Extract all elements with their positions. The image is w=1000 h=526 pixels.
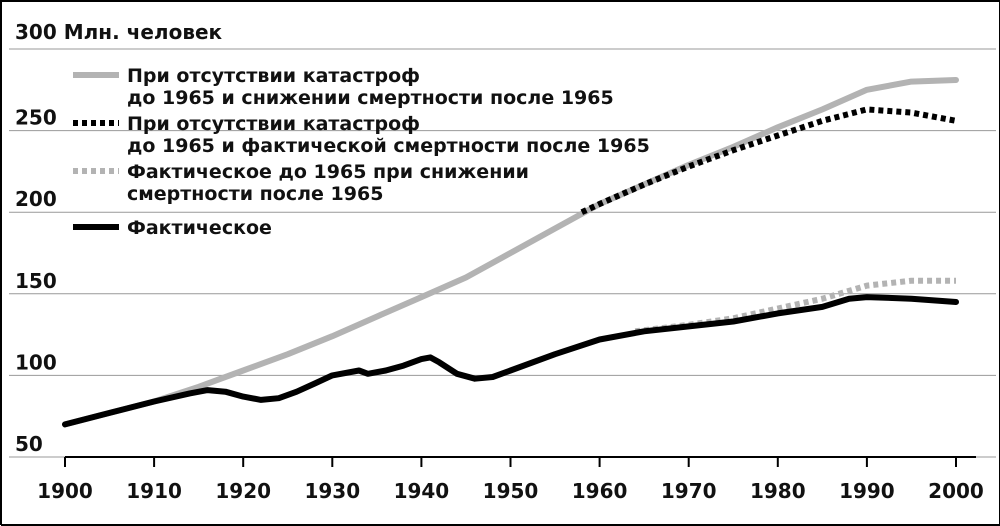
x-tick-label-1980: 1980 bbox=[750, 479, 806, 503]
legend-label-2-line-1: При отсутствии катастроф bbox=[127, 113, 420, 135]
y-axis-label: 300 Млн. человек bbox=[15, 20, 223, 44]
y-tick-label-100: 100 bbox=[15, 350, 57, 374]
y-tick-label-50: 50 bbox=[15, 432, 43, 456]
y-tick-label-250: 250 bbox=[15, 106, 57, 130]
x-tick-label-1970: 1970 bbox=[661, 479, 717, 503]
legend-label-1-line-1: При отсутствии катастроф bbox=[127, 65, 420, 87]
series-line-3 bbox=[635, 281, 956, 332]
x-tick-label-1950: 1950 bbox=[483, 479, 539, 503]
x-tick-label-1920: 1920 bbox=[215, 479, 271, 503]
x-tick-label-2000: 2000 bbox=[928, 479, 984, 503]
legend-label-1-line-2: до 1965 и снижении смертности после 1965 bbox=[127, 87, 614, 109]
x-tick-label-1940: 1940 bbox=[394, 479, 450, 503]
legend-label-2-line-2: до 1965 и фактической смертности после 1… bbox=[127, 135, 650, 157]
x-tick-label-1960: 1960 bbox=[572, 479, 628, 503]
x-axis: 1900 1910 1920 1930 1940 1950 1960 1970 1980 1990… bbox=[37, 457, 984, 503]
x-tick-label-1900: 1900 bbox=[37, 479, 93, 503]
legend-label-4-line-1: Фактическое bbox=[127, 217, 272, 239]
series-line-2 bbox=[582, 109, 956, 212]
x-tick-label-1930: 1930 bbox=[304, 479, 360, 503]
legend-label-3-line-2: смертности после 1965 bbox=[127, 183, 383, 205]
series-line-4 bbox=[65, 297, 956, 424]
legend-label-3-line-1: Фактическое до 1965 при снижении bbox=[127, 161, 529, 183]
gridlines bbox=[9, 49, 996, 457]
x-tick-label-1990: 1990 bbox=[839, 479, 895, 503]
y-axis-ticks: 50 100 150 200 250 bbox=[15, 106, 57, 456]
y-tick-label-200: 200 bbox=[15, 187, 57, 211]
x-tick-label-1910: 1910 bbox=[126, 479, 182, 503]
y-tick-label-150: 150 bbox=[15, 269, 57, 293]
